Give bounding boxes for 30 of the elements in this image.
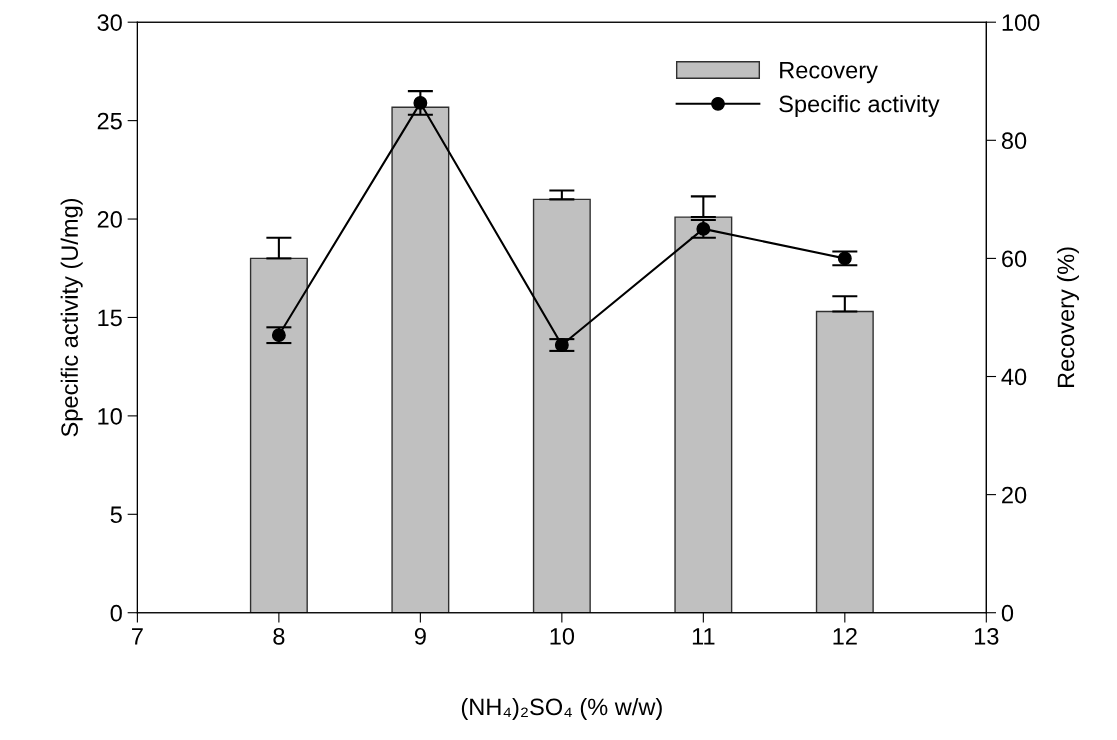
y2-tick-label: 80: [1001, 132, 1027, 150]
y-tick-label: 5: [110, 506, 122, 524]
x-tick-label: 12: [833, 627, 857, 645]
x-tick-label: 8: [273, 627, 285, 645]
y2-tick-label: 60: [1002, 250, 1027, 268]
y-tick-label: 30: [97, 14, 122, 31]
x-tick-label: 9: [414, 627, 426, 645]
x-axis-title: (NH₄)₂SO₄ (% w/w): [461, 697, 662, 720]
y2-tick-label: 100: [1002, 14, 1040, 31]
y2-tick-label: 20: [1002, 486, 1027, 504]
y-tick-label: 10: [98, 407, 122, 425]
y2-tick-label: 40: [1001, 368, 1027, 386]
y2-tick-label: 0: [1001, 604, 1014, 622]
legend-label: Recovery: [780, 62, 878, 84]
bar: [674, 216, 733, 613]
bar: [815, 310, 874, 613]
bar: [249, 257, 308, 613]
y-tick-label: 20: [97, 211, 122, 228]
y2-axis-title: Recovery (%): [1056, 247, 1079, 388]
x-tick-label: 11: [692, 628, 715, 645]
y-tick-label: 0: [110, 604, 122, 622]
x-tick-label: 13: [974, 627, 999, 645]
bar: [532, 198, 591, 613]
bar: [391, 106, 450, 613]
y-tick-label: 15: [98, 309, 122, 327]
x-tick-label: 7: [132, 628, 143, 645]
x-tick-label: 10: [550, 627, 575, 645]
y-tick-label: 25: [97, 112, 122, 130]
y-axis-title: Specific activity (U/mg): [60, 198, 83, 437]
legend-label: Specific activity: [779, 94, 940, 117]
